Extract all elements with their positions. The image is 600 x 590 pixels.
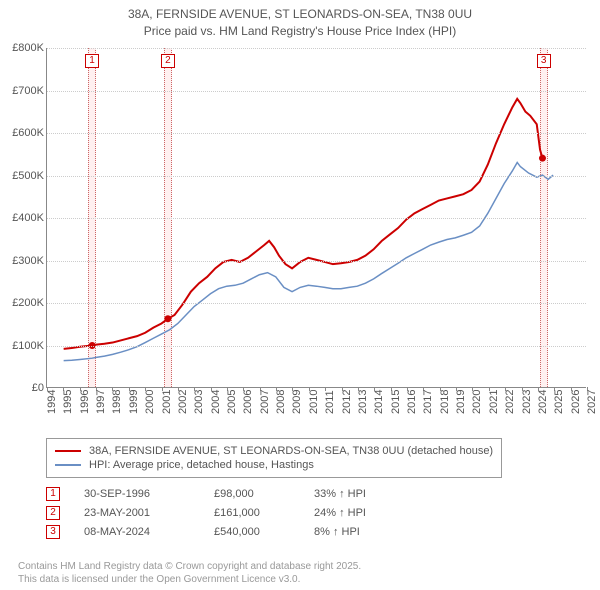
sale-point <box>539 155 546 162</box>
sales-row-diff: 8% ↑ HPI <box>314 526 434 538</box>
x-axis-label: 2027 <box>586 390 600 414</box>
sales-row: 1 30-SEP-1996£98,00033% ↑ HPI <box>46 487 434 501</box>
sale-marker: 2 <box>161 54 175 68</box>
gridline-h <box>47 346 586 347</box>
sales-row-date: 30-SEP-1996 <box>84 488 214 500</box>
licence-line1: Contains HM Land Registry data © Crown c… <box>18 560 361 573</box>
sales-row-price: £98,000 <box>214 488 314 500</box>
legend-swatch <box>55 464 81 466</box>
title-line2: Price paid vs. HM Land Registry's House … <box>0 23 600 40</box>
gridline-h <box>47 176 586 177</box>
sales-row-price: £161,000 <box>214 507 314 519</box>
legend-row: HPI: Average price, detached house, Hast… <box>55 459 493 471</box>
title-line1: 38A, FERNSIDE AVENUE, ST LEONARDS-ON-SEA… <box>0 6 600 23</box>
series-line-hpi <box>64 162 553 360</box>
sales-row-marker: 3 <box>46 525 60 539</box>
legend: 38A, FERNSIDE AVENUE, ST LEONARDS-ON-SEA… <box>46 438 502 478</box>
sales-row-diff: 33% ↑ HPI <box>314 488 434 500</box>
gridline-h <box>47 133 586 134</box>
legend-swatch <box>55 450 81 452</box>
title-block: 38A, FERNSIDE AVENUE, ST LEONARDS-ON-SEA… <box>0 0 600 40</box>
y-axis-label: £500K <box>2 170 44 182</box>
y-axis-label: £600K <box>2 127 44 139</box>
sales-row: 2 23-MAY-2001£161,00024% ↑ HPI <box>46 506 434 520</box>
gridline-h <box>47 303 586 304</box>
y-axis-label: £300K <box>2 255 44 267</box>
legend-row: 38A, FERNSIDE AVENUE, ST LEONARDS-ON-SEA… <box>55 445 493 457</box>
licence-text: Contains HM Land Registry data © Crown c… <box>18 560 361 586</box>
y-axis-label: £200K <box>2 297 44 309</box>
licence-line2: This data is licensed under the Open Gov… <box>18 573 361 586</box>
sale-marker: 1 <box>85 54 99 68</box>
chart-wrap: 1 2 3 £0 £100K £200K £300K £400K £500K £600K £700… <box>0 48 600 428</box>
legend-label: 38A, FERNSIDE AVENUE, ST LEONARDS-ON-SEA… <box>89 445 493 457</box>
legend-label: HPI: Average price, detached house, Hast… <box>89 459 314 471</box>
y-axis-label: £0 <box>2 382 44 394</box>
y-axis-label: £700K <box>2 85 44 97</box>
sales-row: 3 08-MAY-2024£540,0008% ↑ HPI <box>46 525 434 539</box>
sale-marker: 3 <box>537 54 551 68</box>
sales-row-date: 23-MAY-2001 <box>84 507 214 519</box>
gridline-h <box>47 261 586 262</box>
sales-row-diff: 24% ↑ HPI <box>314 507 434 519</box>
y-axis-label: £800K <box>2 42 44 54</box>
sales-row-marker: 1 <box>46 487 60 501</box>
series-line-price_paid <box>64 99 545 349</box>
y-axis-label: £100K <box>2 340 44 352</box>
sales-row-price: £540,000 <box>214 526 314 538</box>
y-axis-label: £400K <box>2 212 44 224</box>
gridline-h <box>47 91 586 92</box>
plot-area: 1 2 3 <box>46 48 586 388</box>
sales-table: 1 30-SEP-1996£98,00033% ↑ HPI 2 23-MAY-2001… <box>46 482 434 544</box>
sales-row-marker: 2 <box>46 506 60 520</box>
sales-row-date: 08-MAY-2024 <box>84 526 214 538</box>
chart-container: 38A, FERNSIDE AVENUE, ST LEONARDS-ON-SEA… <box>0 0 600 590</box>
sale-point <box>164 315 171 322</box>
gridline-h <box>47 218 586 219</box>
gridline-h <box>47 48 586 49</box>
